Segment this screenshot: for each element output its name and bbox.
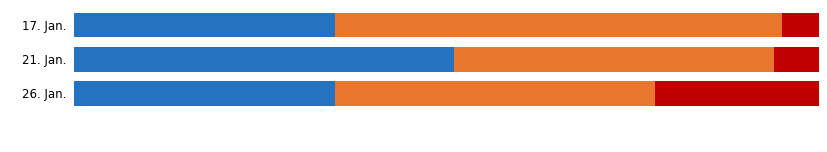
- Bar: [335, 13, 782, 37]
- Bar: [782, 13, 819, 37]
- Bar: [74, 13, 335, 37]
- Bar: [74, 81, 335, 106]
- Bar: [454, 47, 774, 72]
- Bar: [655, 81, 819, 106]
- Bar: [335, 81, 655, 106]
- Bar: [74, 47, 454, 72]
- Bar: [774, 47, 819, 72]
